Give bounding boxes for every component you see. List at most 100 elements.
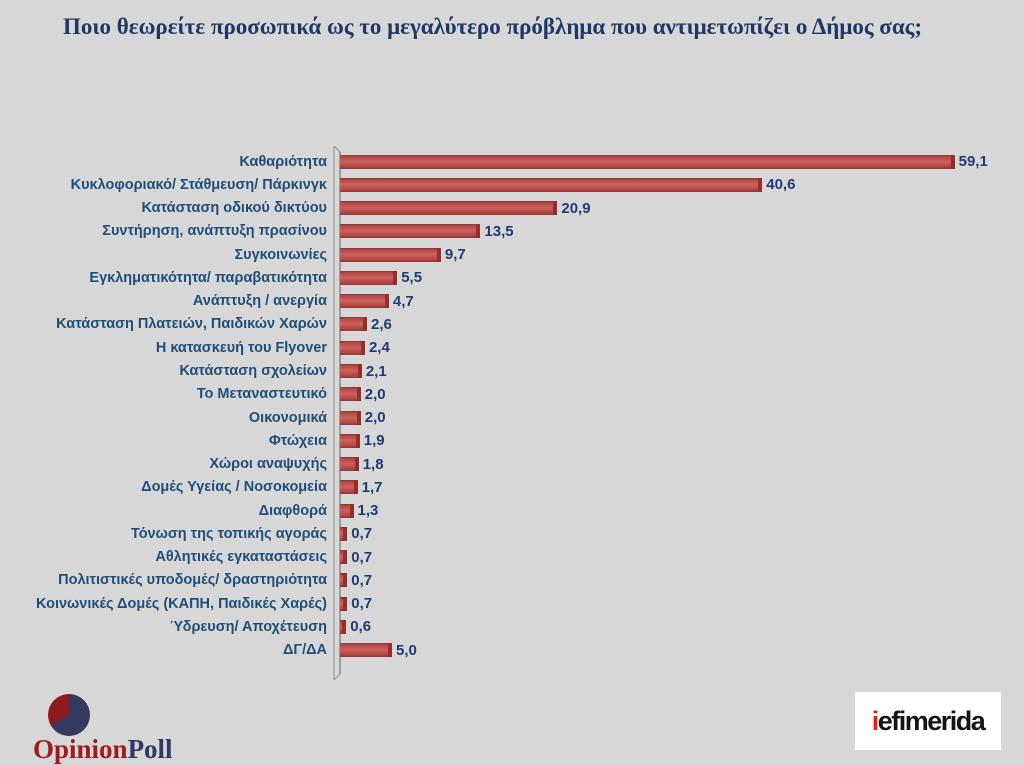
opinionpoll-word-poll: Poll (127, 734, 173, 764)
bar-zone: 0,7 (337, 572, 1024, 589)
bar (340, 154, 955, 169)
bar-zone: 0,7 (337, 525, 1024, 542)
bar-zone: 0,6 (337, 618, 1024, 635)
value-label: 2,0 (364, 385, 386, 403)
opinionpoll-wordmark: OpinionPoll (33, 734, 173, 765)
value-label: 1,8 (362, 455, 384, 473)
iefimerida-wordmark: iefimerida (871, 705, 986, 737)
value-label: 1,7 (361, 478, 383, 496)
chart-row: Πολιτιστικές υποδομές/ δραστηριότητα 0,7 (0, 569, 1024, 592)
bar (340, 270, 398, 285)
value-label: 0,6 (350, 618, 372, 636)
value-label: 1,9 (363, 432, 385, 450)
chart-row: Τόνωση της τοπικής αγοράς 0,7 (0, 522, 1024, 545)
chart-row: Οικονομικά 2,0 (0, 406, 1024, 429)
category-label: Εγκληματικότητα/ παραβατικότητα (89, 269, 327, 286)
bar (340, 364, 362, 379)
value-label: 2,0 (364, 409, 386, 427)
bar-zone: 2,4 (337, 339, 1024, 356)
bar (340, 503, 354, 518)
value-label: 2,6 (371, 315, 392, 333)
chart-row: Το Μεταναστευτικό 2,0 (0, 383, 1024, 406)
category-label: Πολιτιστικές υποδομές/ δραστηριότητα (58, 572, 327, 589)
bar (340, 550, 348, 565)
value-label: 2,1 (365, 362, 387, 380)
bar (340, 526, 348, 541)
category-label: Κατάσταση οδικού δικτύου (141, 200, 327, 217)
pie-chart-icon (48, 694, 90, 736)
value-label: 9,7 (444, 246, 466, 264)
chart-row: Ύδρευση/ Αποχέτευση 0,6 (0, 615, 1024, 638)
bar (340, 573, 348, 588)
category-label: Το Μεταναστευτικό (196, 386, 327, 403)
bar (340, 340, 365, 355)
bar-zone: 40,6 (337, 176, 1024, 193)
category-label: Κατάσταση σχολείων (179, 363, 327, 380)
bar (340, 619, 347, 634)
opinionpoll-word-opinion: Opinion (33, 734, 128, 764)
value-label: 0,7 (351, 525, 373, 543)
page-title: Ποιο θεωρείτε προσωπικά ως το μεγαλύτερο… (63, 14, 923, 39)
category-label: Συγκοινωνίες (234, 246, 327, 263)
bar (340, 596, 348, 611)
value-label: 20,9 (561, 199, 591, 217)
chart-row: Κυκλοφοριακό/ Στάθμευση/ Πάρκινγκ 40,6 (0, 173, 1024, 196)
bar-zone: 0,7 (337, 549, 1024, 566)
chart-row: Διαφθορά 1,3 (0, 499, 1024, 522)
chart-row: Δομές Υγείας / Νοσοκομεία 1,7 (0, 476, 1024, 499)
chart-row: Κατάσταση Πλατειών, Παιδικών Χαρών 2,6 (0, 313, 1024, 336)
bar (340, 433, 360, 448)
value-label: 0,7 (351, 595, 373, 613)
bar-zone: 2,0 (337, 386, 1024, 403)
bar-zone: 2,1 (337, 363, 1024, 380)
bar (340, 294, 389, 309)
category-label: Οικονομικά (248, 409, 327, 426)
category-label: Διαφθορά (258, 502, 327, 519)
chart-row: Εγκληματικότητα/ παραβατικότητα 5,5 (0, 266, 1024, 289)
category-label: Δομές Υγείας / Νοσοκομεία (141, 479, 327, 496)
bar-zone: 0,7 (337, 595, 1024, 612)
bar (340, 480, 358, 495)
bar-zone: 59,1 (337, 153, 1024, 170)
bar (340, 643, 392, 658)
category-label: Τόνωση της τοπικής αγοράς (130, 525, 327, 542)
bar (340, 201, 558, 216)
category-label: Ανάπτυξη / ανεργία (192, 293, 327, 310)
iefimerida-letter-i: i (871, 705, 880, 736)
chart-row: Φτώχεια 1,9 (0, 429, 1024, 452)
bar (340, 247, 441, 262)
bar (340, 317, 368, 332)
bar (340, 224, 481, 239)
value-label: 59,1 (958, 153, 988, 171)
chart-row: Συγκοινωνίες 9,7 (0, 243, 1024, 266)
chart-row: Ανάπτυξη / ανεργία 4,7 (0, 290, 1024, 313)
chart-row: Κατάσταση οδικού δικτύου 20,9 (0, 197, 1024, 220)
value-label: 13,5 (484, 222, 514, 240)
bar (340, 457, 359, 472)
bar (340, 177, 763, 192)
value-label: 0,7 (351, 548, 373, 566)
chart-row: Κατάσταση σχολείων 2,1 (0, 359, 1024, 382)
category-label: Κοινωνικές Δομές (ΚΑΠΗ, Παιδικές Χαρές) (35, 595, 327, 612)
chart-row: Συντήρηση, ανάπτυξη πρασίνου 13,5 (0, 220, 1024, 243)
iefimerida-logo: iefimerida (855, 692, 1001, 750)
category-label: Φτώχεια (268, 432, 327, 449)
value-label: 5,5 (401, 269, 423, 287)
value-label: 5,0 (396, 641, 417, 659)
chart-row: Αθλητικές εγκαταστάσεις 0,7 (0, 546, 1024, 569)
category-label: Κυκλοφοριακό/ Στάθμευση/ Πάρκινγκ (70, 176, 327, 193)
bar-zone: 2,0 (337, 409, 1024, 426)
bar-zone: 1,3 (337, 502, 1024, 519)
chart-row: Καθαριότητα 59,1 (0, 150, 1024, 173)
value-label: 0,7 (351, 571, 373, 589)
bar-zone: 20,9 (337, 200, 1024, 217)
iefimerida-word-rest: efimerida (877, 705, 986, 736)
category-label: Αθλητικές εγκαταστάσεις (155, 549, 327, 566)
category-label: Η κατασκευή του Flyover (155, 339, 327, 356)
value-label: 40,6 (766, 176, 796, 194)
bar-zone: 1,9 (337, 432, 1024, 449)
chart-row: Κοινωνικές Δομές (ΚΑΠΗ, Παιδικές Χαρές) … (0, 592, 1024, 615)
chart-row: Χώροι αναψυχής 1,8 (0, 452, 1024, 475)
bar-chart: Καθαριότητα 59,1 Κυκλοφοριακό/ Στάθμευση… (0, 150, 1024, 662)
bar-zone: 2,6 (337, 316, 1024, 333)
